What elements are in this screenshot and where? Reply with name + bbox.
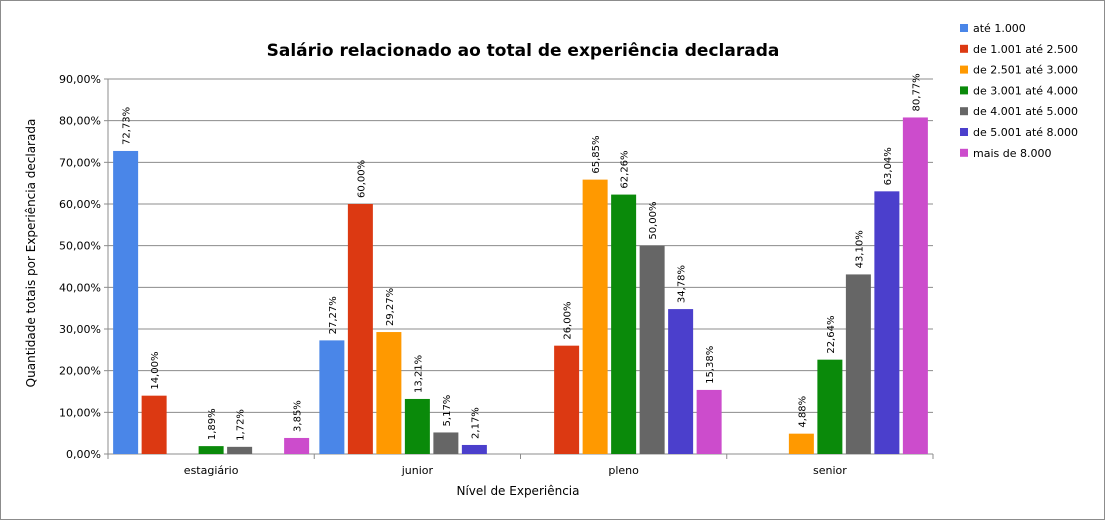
data-label: 72,73% (122, 107, 133, 145)
bar (198, 446, 224, 454)
y-tick-label: 50,00% (59, 240, 101, 253)
legend-entry: de 2.501 até 3.000 (973, 64, 1078, 77)
legend-entry: de 5.001 até 8.000 (973, 126, 1078, 139)
bar (433, 432, 459, 454)
bars (113, 117, 928, 455)
data-label: 15,38% (705, 346, 716, 384)
x-tick-label: senior (813, 464, 847, 477)
y-axis: 0,00% 10,00% 20,00% 30,00% 40,00% 50,00% 60,00… (59, 73, 109, 461)
legend-entry: de 1.001 até 2.500 (973, 43, 1078, 56)
y-tick-label: 60,00% (59, 198, 101, 211)
y-tick-label: 70,00% (59, 156, 101, 169)
bar (611, 194, 637, 455)
bar (668, 309, 694, 454)
legend-swatch (960, 86, 968, 95)
data-label: 65,85% (591, 135, 602, 173)
bar (845, 274, 871, 454)
y-axis-title: Quantidade totais por Experiência declar… (24, 119, 38, 388)
bar (376, 332, 402, 454)
bar (347, 204, 373, 454)
bar (461, 444, 487, 454)
y-tick-label: 80,00% (59, 115, 101, 128)
data-label: 43,10% (854, 230, 865, 268)
data-label: 3,85% (293, 400, 304, 432)
x-axis: estagiário junior pleno senior (107, 453, 934, 477)
legend-entry: de 3.001 até 4.000 (973, 84, 1078, 97)
data-label: 2,17% (470, 407, 481, 439)
bar (113, 150, 139, 455)
data-label: 1,89% (207, 408, 218, 440)
legend-swatch (960, 24, 968, 32)
y-tick-label: 0,00% (66, 448, 101, 461)
data-label: 4,88% (797, 396, 808, 428)
data-label: 22,64% (826, 316, 837, 354)
x-tick-label: estagiário (184, 464, 239, 477)
bar (696, 389, 722, 454)
data-label: 80,77% (911, 73, 922, 111)
legend-swatch (960, 65, 968, 74)
data-label: 14,00% (150, 352, 161, 390)
y-tick-label: 10,00% (59, 406, 101, 419)
data-label: 27,27% (328, 296, 339, 334)
y-tick-label: 90,00% (59, 73, 101, 86)
x-tick-label: junior (401, 464, 434, 477)
data-label: 63,04% (883, 147, 894, 185)
legend-entry: até 1.000 (973, 22, 1026, 35)
bar (817, 359, 843, 454)
legend-swatch (960, 128, 968, 136)
data-label: 34,78% (677, 265, 688, 303)
data-label: 13,21% (413, 355, 424, 393)
data-labels: 72,73% 27,27% 14,00% 60,00% 26,00% 29,27% 65,8… (122, 73, 923, 441)
bar (788, 433, 814, 454)
legend-swatch (960, 107, 968, 116)
bar (319, 340, 345, 454)
bar (874, 191, 900, 455)
y-tick-label: 20,00% (59, 365, 101, 378)
chart-title: Salário relacionado ao total de experiên… (267, 41, 780, 61)
bar (284, 437, 310, 454)
x-tick-label: pleno (608, 464, 639, 477)
data-label: 50,00% (648, 202, 659, 240)
y-tick-label: 30,00% (59, 323, 101, 336)
bar (582, 179, 608, 454)
legend-swatch (960, 44, 968, 53)
bar (902, 117, 928, 454)
bar (141, 395, 167, 454)
legend-entry: mais de 8.000 (973, 147, 1051, 160)
data-label: 60,00% (356, 160, 367, 198)
bar (404, 398, 430, 454)
legend-entry: de 4.001 até 5.000 (973, 105, 1078, 118)
bar (227, 446, 253, 454)
data-label: 5,17% (442, 395, 453, 427)
legend-swatch (960, 148, 968, 157)
data-label: 26,00% (563, 302, 574, 340)
bar (639, 245, 665, 454)
bar (554, 345, 580, 454)
data-label: 1,72% (236, 409, 247, 441)
y-tick-label: 40,00% (59, 281, 101, 294)
data-label: 62,26% (620, 150, 631, 188)
data-label: 29,27% (385, 288, 396, 326)
x-axis-title: Nível de Experiência (457, 484, 580, 498)
legend: até 1.000 de 1.001 até 2.500 de 2.501 até … (960, 22, 1078, 160)
gridlines (108, 78, 933, 455)
